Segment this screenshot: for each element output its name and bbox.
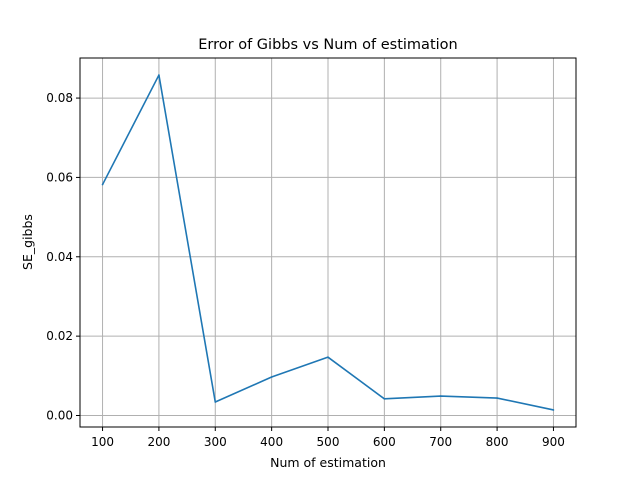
data-point xyxy=(439,395,442,397)
x-tick-label: 500 xyxy=(317,435,340,449)
data-point xyxy=(327,356,329,358)
x-tick-label: 400 xyxy=(260,435,283,449)
data-point xyxy=(383,398,386,400)
y-axis-label: SE_gibbs xyxy=(20,214,35,270)
x-tick-label: 900 xyxy=(542,435,565,449)
plot-frame xyxy=(79,57,577,428)
y-tick-label: 0.02 xyxy=(46,329,73,343)
data-point xyxy=(214,401,217,403)
chart-title: Error of Gibbs vs Num of estimation xyxy=(198,37,457,53)
y-tick-label: 0.08 xyxy=(46,91,73,105)
data-point xyxy=(158,74,160,76)
data-point xyxy=(270,376,273,378)
x-axis-label: Num of estimation xyxy=(270,455,386,470)
axis-ticks: 100 200 300 400 500 600 700 800 900 0.00 0.02 0.04 0… xyxy=(46,91,565,449)
x-tick-label: 600 xyxy=(373,435,396,449)
grid-lines xyxy=(80,58,576,427)
data-point xyxy=(552,409,555,411)
x-tick-label: 200 xyxy=(147,435,170,449)
data-point xyxy=(101,183,104,186)
x-tick-label: 700 xyxy=(429,435,452,449)
data-point xyxy=(496,397,498,399)
x-tick-label: 100 xyxy=(91,435,114,449)
x-tick-label: 300 xyxy=(204,435,227,449)
y-tick-label: 0.06 xyxy=(46,170,73,184)
y-tick-label: 0.04 xyxy=(46,250,73,264)
y-tick-label: 0.00 xyxy=(46,408,73,422)
x-tick-label: 800 xyxy=(486,435,509,449)
series-layer xyxy=(101,74,555,411)
